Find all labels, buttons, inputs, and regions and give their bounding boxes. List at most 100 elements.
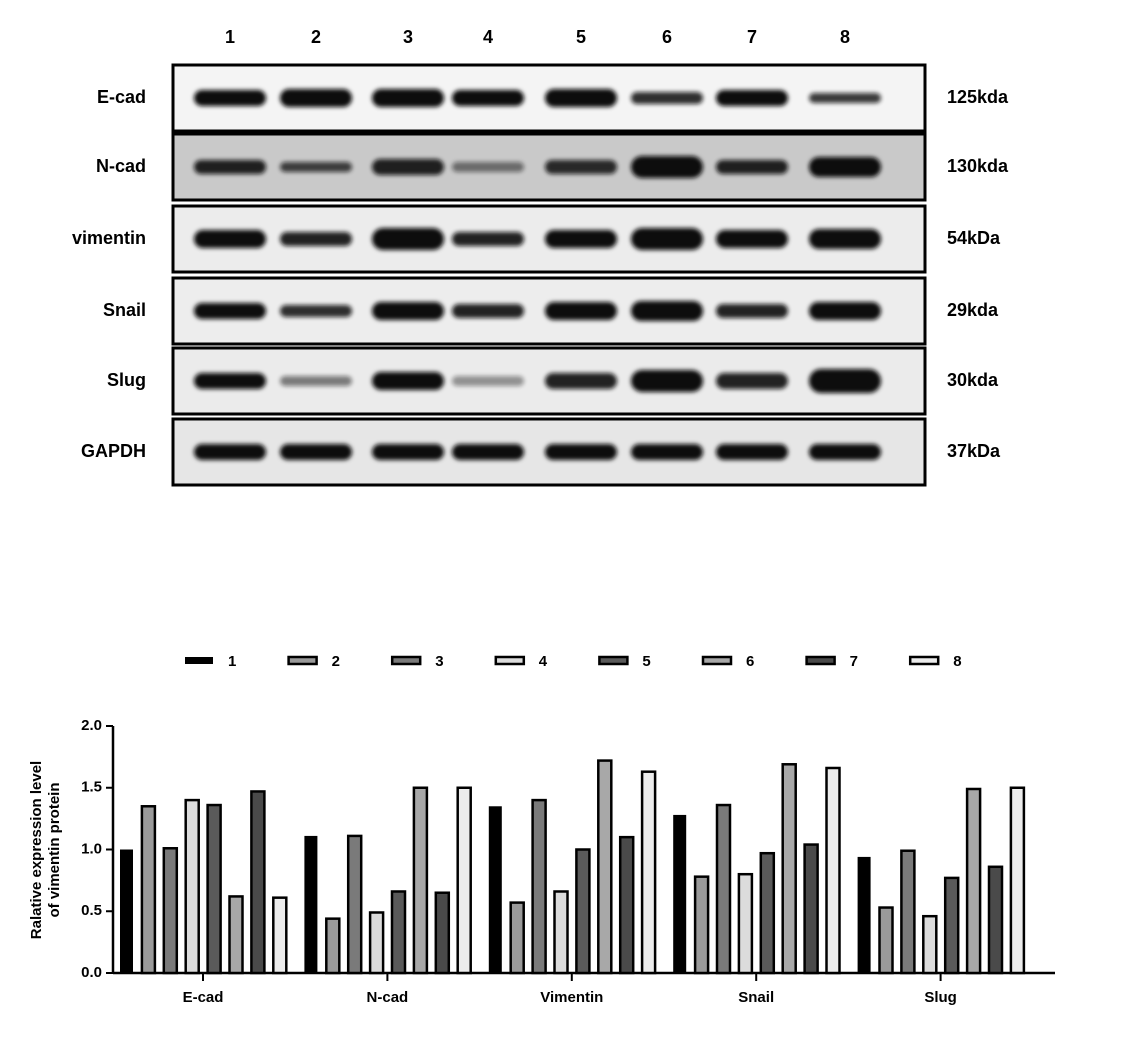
legend-swatch (598, 655, 629, 666)
bar (488, 806, 502, 973)
bar (346, 834, 363, 975)
western-blot: 1 2 3 4 5 6 7 8 E-cad 125kda N-cad 130kda vimentin 54… (72, 27, 1009, 487)
bar (693, 875, 710, 975)
bar (162, 847, 179, 975)
bar (1009, 786, 1026, 975)
legend-label: 7 (850, 653, 858, 670)
band (280, 444, 352, 460)
y-tick-label: 2.0 (81, 717, 102, 734)
band (716, 90, 788, 106)
bar (803, 843, 819, 975)
bar (184, 798, 200, 975)
bar (922, 914, 938, 975)
x-tick-label: N-cad (367, 989, 409, 1006)
bar-chart: 0.0 0.5 1.0 1.5 2.0 Ralative expression level… (28, 653, 1055, 1006)
bar (575, 848, 591, 975)
band (716, 230, 788, 248)
lane-label: 2 (311, 27, 321, 47)
lane-label: 3 (403, 27, 413, 47)
legend-label: 2 (332, 653, 340, 670)
band (194, 230, 266, 248)
legend-swatch (805, 655, 836, 666)
band (194, 444, 266, 460)
x-tick-label: E-cad (183, 989, 224, 1006)
bar (943, 876, 960, 975)
row-label: vimentin (72, 228, 146, 248)
legend-swatch (494, 655, 526, 666)
legend-label: 8 (953, 653, 961, 670)
band (545, 302, 617, 320)
legend-swatch (390, 655, 422, 666)
bar (640, 770, 657, 975)
row-label: N-cad (96, 156, 146, 176)
legend-label: 6 (746, 653, 754, 670)
y-axis-label: Ralative expression level (28, 761, 45, 939)
lane-label: 8 (840, 27, 850, 47)
band (545, 230, 617, 248)
band (194, 90, 266, 106)
bar (531, 798, 547, 975)
legend-label: 4 (539, 653, 548, 670)
bar (673, 814, 687, 973)
band (452, 232, 524, 246)
bar (597, 759, 613, 975)
legend-swatch (185, 657, 213, 664)
size-label: 30kda (947, 370, 999, 390)
bar (304, 835, 318, 973)
legend-swatch (701, 655, 733, 666)
legend-label: 1 (228, 653, 236, 670)
y-axis-label: of vimentin protein (46, 783, 63, 918)
band (716, 160, 788, 174)
bar (781, 763, 797, 975)
band (631, 370, 703, 392)
band (545, 373, 617, 389)
bar (120, 849, 133, 973)
band (372, 302, 444, 320)
band (452, 90, 524, 106)
bar (140, 805, 157, 975)
bar (250, 790, 266, 975)
bar (715, 803, 732, 975)
band (631, 444, 703, 460)
bar (618, 835, 635, 975)
legend-label: 5 (642, 653, 650, 670)
lane-label: 5 (576, 27, 586, 47)
bar (434, 891, 451, 975)
band (716, 304, 788, 318)
band (372, 159, 444, 175)
band (452, 444, 524, 460)
band (372, 372, 444, 390)
y-tick-label: 1.0 (81, 840, 102, 857)
bar (857, 856, 871, 973)
band (809, 229, 881, 249)
bar (509, 901, 525, 975)
x-tick-label: Vimentin (540, 989, 603, 1006)
band (809, 302, 881, 320)
band (194, 373, 266, 389)
band (631, 156, 703, 178)
band (194, 303, 266, 319)
bar (553, 890, 569, 975)
size-label: 54kDa (947, 228, 1001, 248)
bar (965, 787, 982, 975)
band (631, 301, 703, 321)
band (545, 444, 617, 460)
band (809, 93, 881, 103)
y-tick-label: 0.0 (81, 964, 102, 981)
lane-label: 7 (747, 27, 757, 47)
band (280, 232, 352, 246)
bar (325, 917, 341, 975)
bar (272, 896, 288, 975)
bar (228, 895, 244, 975)
bar (900, 849, 916, 975)
size-label: 29kda (947, 300, 999, 320)
band (372, 444, 444, 460)
band (452, 162, 524, 172)
bar (390, 890, 407, 975)
size-label: 37kDa (947, 441, 1001, 461)
row-label: GAPDH (81, 441, 146, 461)
row-label: Slug (107, 370, 146, 390)
band (545, 89, 617, 107)
band (452, 376, 524, 386)
